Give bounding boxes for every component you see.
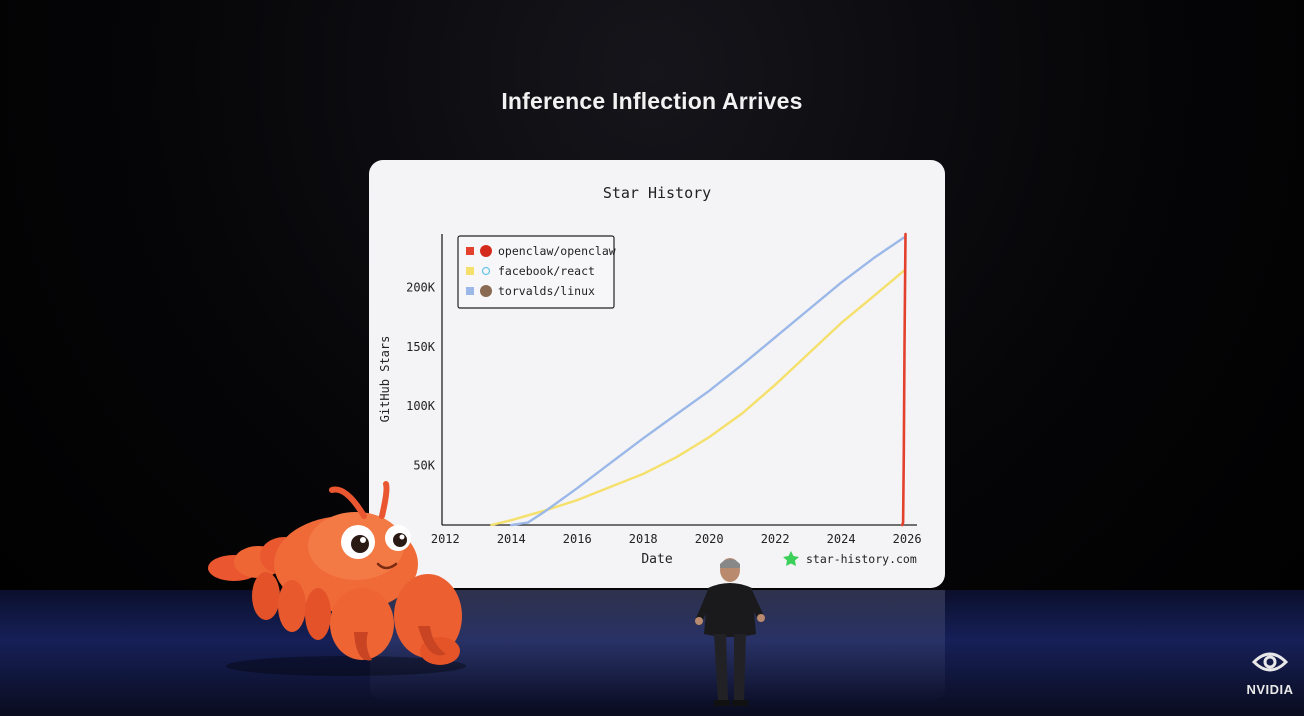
- react-atom-icon: [481, 266, 491, 276]
- y-tick-label: 150K: [406, 340, 436, 354]
- legend-label: facebook/react: [498, 264, 595, 278]
- legend-swatch: [466, 267, 474, 275]
- legend-box: [457, 235, 615, 309]
- lobster-mascot: [208, 481, 466, 676]
- y-tick-label: 100K: [406, 399, 436, 413]
- x-tick-label: 2012: [431, 532, 460, 546]
- star-history-watermark: star-history.com: [783, 551, 917, 566]
- nvidia-wordmark: NVIDIA: [1246, 682, 1294, 697]
- y-tick-label: 50K: [413, 459, 435, 473]
- x-tick-label: 2026: [893, 532, 922, 546]
- chart-card: Star History 2012 2014 2016 2018 2020 2022 202…: [369, 160, 945, 588]
- screen-reflection: [370, 590, 945, 700]
- x-tick-label: 2014: [497, 532, 526, 546]
- legend-label: torvalds/linux: [498, 284, 595, 298]
- legend-swatch: [466, 287, 474, 295]
- red-circle-avatar: [480, 245, 492, 257]
- y-tick-labels: 50K 100K 150K 200K: [406, 280, 436, 472]
- presenter: [695, 558, 765, 706]
- stage-floor: [0, 590, 1304, 716]
- y-axis-label: GitHub Stars: [378, 336, 392, 423]
- nvidia-logo: NVIDIA: [1238, 648, 1302, 698]
- chart-legend: openclaw/openclaw facebook/react torvalds/…: [457, 235, 616, 309]
- x-tick-label: 2024: [827, 532, 856, 546]
- star-history-chart: Star History 2012 2014 2016 2018 2020 2022 202…: [378, 184, 922, 567]
- legend-swatch: [466, 247, 474, 255]
- person-avatar: [480, 285, 492, 297]
- x-tick-label: 2020: [695, 532, 724, 546]
- chart-title: Star History: [603, 184, 711, 202]
- x-tick-labels: 2012 2014 2016 2018 2020 2022 2024 2026: [431, 532, 922, 546]
- series-lines: [490, 232, 907, 527]
- series-line-torvalds-linux: [510, 236, 905, 527]
- x-tick-label: 2018: [629, 532, 658, 546]
- series-line-openclaw-openclaw: [900, 232, 907, 527]
- slide-title: Inference Inflection Arrives: [501, 88, 803, 114]
- x-tick-label: 2022: [761, 532, 790, 546]
- legend-label: openclaw/openclaw: [498, 244, 616, 258]
- star-history-logo-icon: [783, 551, 799, 566]
- x-axis-label: Date: [641, 552, 672, 567]
- y-tick-label: 200K: [406, 280, 436, 294]
- nvidia-eye-icon: [1251, 652, 1289, 672]
- x-tick-label: 2016: [563, 532, 592, 546]
- watermark-text: star-history.com: [806, 552, 917, 566]
